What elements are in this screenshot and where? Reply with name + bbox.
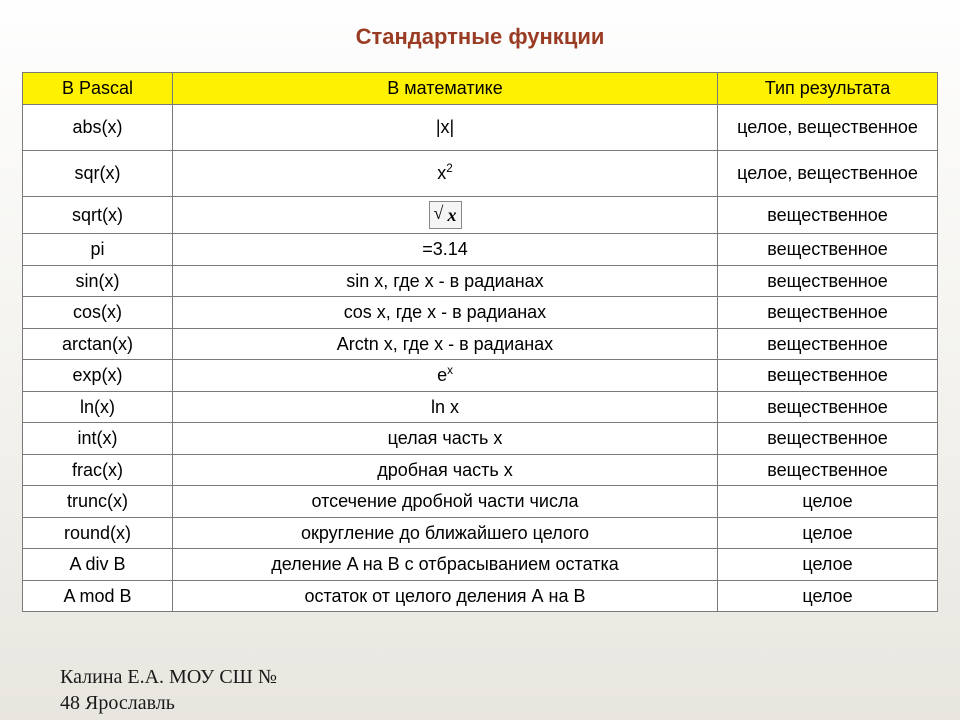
functions-table: В PascalВ математикеТип результата abs(x… xyxy=(22,72,938,612)
cell-result: вещественное xyxy=(718,391,938,423)
footer-line1: Калина Е.А. МОУ СШ № xyxy=(60,664,277,690)
cell-math: x2 xyxy=(173,150,718,196)
cell-math: деление A на B с отбрасыванием остатка xyxy=(173,549,718,581)
cell-pascal: exp(x) xyxy=(23,360,173,392)
table-row: sin(x)sin x, где х - в радианахвеществен… xyxy=(23,265,938,297)
cell-pascal: cos(x) xyxy=(23,297,173,329)
cell-result: целое xyxy=(718,549,938,581)
footer-line2: 48 Ярославль xyxy=(60,690,277,716)
cell-pascal: sqrt(x) xyxy=(23,196,173,234)
cell-result: вещественное xyxy=(718,423,938,455)
column-header-2: Тип результата xyxy=(718,73,938,105)
cell-result: целое, вещественное xyxy=(718,150,938,196)
table-row: abs(x)|x|целое, вещественное xyxy=(23,104,938,150)
cell-result: вещественное xyxy=(718,265,938,297)
cell-result: целое xyxy=(718,486,938,518)
cell-math: =3.14 xyxy=(173,234,718,266)
cell-math: ex xyxy=(173,360,718,392)
cell-pascal: A mod B xyxy=(23,580,173,612)
cell-math: |x| xyxy=(173,104,718,150)
cell-math: остаток от целого деления А на В xyxy=(173,580,718,612)
column-header-1: В математике xyxy=(173,73,718,105)
table-row: pi=3.14вещественное xyxy=(23,234,938,266)
table-row: A div Bделение A на B с отбрасыванием ос… xyxy=(23,549,938,581)
cell-pascal: abs(x) xyxy=(23,104,173,150)
table-row: A mod Bостаток от целого деления А на Вц… xyxy=(23,580,938,612)
slide-title: Стандартные функции xyxy=(22,0,938,72)
footer-credit: Калина Е.А. МОУ СШ № 48 Ярославль xyxy=(60,664,277,716)
table-row: trunc(x)отсечение дробной части числацел… xyxy=(23,486,938,518)
cell-pascal: ln(x) xyxy=(23,391,173,423)
cell-result: целое, вещественное xyxy=(718,104,938,150)
cell-pascal: A div B xyxy=(23,549,173,581)
cell-pascal: arctan(x) xyxy=(23,328,173,360)
cell-pascal: sqr(x) xyxy=(23,150,173,196)
cell-pascal: pi xyxy=(23,234,173,266)
cell-pascal: round(x) xyxy=(23,517,173,549)
cell-math: x xyxy=(173,196,718,234)
cell-pascal: frac(x) xyxy=(23,454,173,486)
cell-math: Arctn x, где х - в радианах xyxy=(173,328,718,360)
cell-result: целое xyxy=(718,580,938,612)
cell-result: вещественное xyxy=(718,360,938,392)
cell-result: вещественное xyxy=(718,196,938,234)
cell-result: вещественное xyxy=(718,297,938,329)
table-row: ln(x)ln xвещественное xyxy=(23,391,938,423)
table-row: int(x)целая часть xвещественное xyxy=(23,423,938,455)
table-row: arctan(x)Arctn x, где х - в радианахвеще… xyxy=(23,328,938,360)
table-row: frac(x)дробная часть xвещественное xyxy=(23,454,938,486)
cell-pascal: trunc(x) xyxy=(23,486,173,518)
cell-result: вещественное xyxy=(718,328,938,360)
cell-pascal: int(x) xyxy=(23,423,173,455)
cell-result: целое xyxy=(718,517,938,549)
table-body: abs(x)|x|целое, вещественноеsqr(x)x2цело… xyxy=(23,104,938,612)
cell-math: дробная часть x xyxy=(173,454,718,486)
slide: Стандартные функции В PascalВ математике… xyxy=(0,0,960,720)
cell-math: округление до ближайшего целого xyxy=(173,517,718,549)
cell-math: cos x, где х - в радианах xyxy=(173,297,718,329)
table-row: round(x)округление до ближайшего целогоц… xyxy=(23,517,938,549)
table-row: cos(x)cos x, где х - в радианахвеществен… xyxy=(23,297,938,329)
cell-math: ln x xyxy=(173,391,718,423)
column-header-0: В Pascal xyxy=(23,73,173,105)
cell-pascal: sin(x) xyxy=(23,265,173,297)
cell-math: sin x, где х - в радианах xyxy=(173,265,718,297)
table-row: sqrt(x)xвещественное xyxy=(23,196,938,234)
table-header: В PascalВ математикеТип результата xyxy=(23,73,938,105)
table-row: sqr(x)x2целое, вещественное xyxy=(23,150,938,196)
cell-math: отсечение дробной части числа xyxy=(173,486,718,518)
cell-result: вещественное xyxy=(718,234,938,266)
cell-result: вещественное xyxy=(718,454,938,486)
table-row: exp(x)exвещественное xyxy=(23,360,938,392)
cell-math: целая часть x xyxy=(173,423,718,455)
